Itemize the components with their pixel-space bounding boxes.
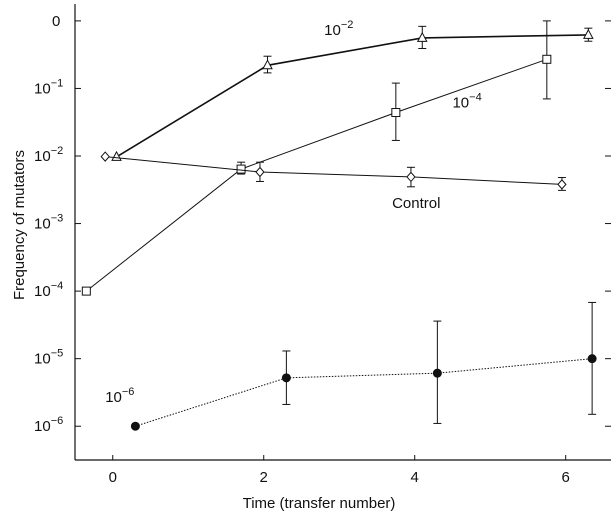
- series-label-0: 10−2: [324, 19, 353, 39]
- series-line-0: [116, 34, 589, 158]
- y-tick-label-1: 10−1: [34, 77, 63, 97]
- series-label-3: 10−6: [105, 386, 134, 406]
- marker-2-2: [406, 171, 416, 183]
- ticks-layer: 0 2 4 6 0 10−1 10−2 10−3 10−4 10−5 10−6: [34, 13, 611, 486]
- marker-3-1: [281, 373, 291, 383]
- series-layer: [81, 20, 597, 431]
- y-tick-label-5: 10−5: [34, 348, 63, 368]
- marker-1-1: [236, 164, 246, 174]
- series-1: [81, 20, 552, 296]
- y-tick-label-6: 10−6: [34, 415, 63, 435]
- series-0: [111, 25, 594, 161]
- series-labels-layer: 10−2 10−4 Control 10−6: [105, 19, 482, 406]
- marker-2-0: [100, 151, 110, 162]
- series-line-3: [135, 358, 593, 427]
- y-tick-label-3: 10−3: [34, 213, 63, 233]
- marker-1-3: [542, 54, 552, 64]
- marker-0-1: [262, 59, 273, 70]
- x-tick-label-0: 0: [109, 469, 117, 486]
- marker-3-2: [432, 368, 442, 378]
- y-tick-label-4: 10−4: [34, 280, 63, 300]
- y-axis-title: Frequency of mutators: [11, 150, 28, 300]
- series-line-1: [86, 58, 547, 292]
- marker-1-2: [391, 108, 401, 118]
- series-label-2: Control: [392, 195, 440, 212]
- x-tick-label-2: 4: [411, 469, 419, 486]
- series-2: [100, 151, 567, 191]
- marker-0-0: [111, 150, 122, 161]
- marker-3-0: [130, 421, 140, 431]
- x-tick-label-1: 2: [260, 469, 268, 486]
- marker-1-0: [81, 286, 91, 296]
- marker-3-3: [587, 354, 597, 364]
- x-axis-title: Time (transfer number): [243, 495, 396, 512]
- series-3: [130, 301, 597, 431]
- marker-2-3: [557, 179, 567, 190]
- marker-0-3: [583, 28, 594, 39]
- series-line-2: [105, 156, 562, 185]
- y-tick-label-2: 10−2: [34, 145, 63, 165]
- axes-layer: [74, 4, 611, 461]
- series-label-1: 10−4: [452, 92, 481, 112]
- y-tick-label-0: 0: [52, 13, 60, 30]
- marker-2-1: [255, 166, 265, 178]
- x-tick-label-3: 6: [562, 469, 570, 486]
- marker-0-2: [416, 31, 428, 42]
